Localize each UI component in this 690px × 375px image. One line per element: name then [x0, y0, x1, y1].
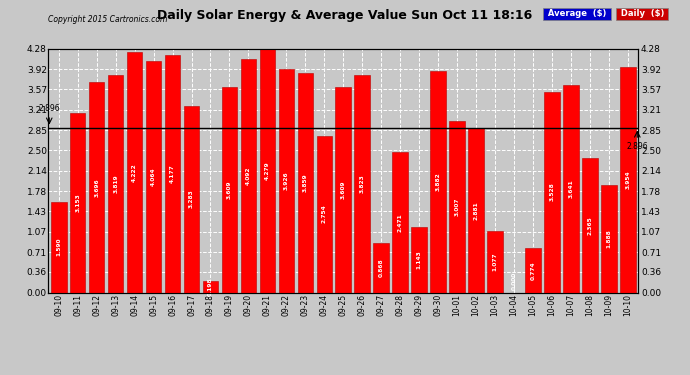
Bar	[469, 128, 484, 292]
Bar	[393, 152, 408, 292]
Text: 4.222: 4.222	[132, 163, 137, 182]
Text: 4.064: 4.064	[151, 168, 156, 186]
Text: 0.868: 0.868	[379, 258, 384, 277]
Bar	[259, 49, 275, 292]
Text: 3.823: 3.823	[359, 174, 365, 193]
Text: 3.819: 3.819	[113, 174, 118, 193]
Text: 3.283: 3.283	[189, 190, 194, 209]
Text: 3.609: 3.609	[341, 180, 346, 199]
Text: 4.279: 4.279	[265, 161, 270, 180]
Bar	[127, 52, 142, 292]
Text: Average  ($): Average ($)	[545, 9, 609, 18]
Bar	[146, 61, 161, 292]
Bar	[165, 55, 180, 292]
Text: 1.143: 1.143	[417, 251, 422, 269]
Text: 2.881: 2.881	[473, 201, 479, 220]
Bar	[487, 231, 503, 292]
Text: 1.888: 1.888	[607, 230, 611, 248]
Text: 3.007: 3.007	[455, 198, 460, 216]
Bar	[544, 92, 560, 292]
Bar	[70, 113, 86, 292]
Text: 3.859: 3.859	[303, 173, 308, 192]
Text: 3.528: 3.528	[549, 183, 555, 201]
Bar	[582, 158, 598, 292]
Bar	[620, 68, 635, 292]
Bar	[51, 202, 66, 292]
Bar	[431, 71, 446, 292]
Text: 3.696: 3.696	[94, 178, 99, 197]
Text: Daily Solar Energy & Average Value Sun Oct 11 18:16: Daily Solar Energy & Average Value Sun O…	[157, 9, 533, 22]
Bar	[184, 105, 199, 292]
Bar	[279, 69, 294, 292]
Text: 3.641: 3.641	[569, 180, 573, 198]
Bar	[241, 60, 256, 292]
Text: 2.471: 2.471	[397, 213, 403, 231]
Text: 0.198: 0.198	[208, 278, 213, 296]
Text: 0.000: 0.000	[511, 272, 517, 290]
Bar	[335, 87, 351, 292]
Text: 0.774: 0.774	[531, 261, 535, 280]
Text: Daily  ($): Daily ($)	[618, 9, 667, 18]
Bar	[355, 75, 370, 292]
Text: 3.926: 3.926	[284, 171, 289, 190]
Bar	[373, 243, 389, 292]
Bar	[525, 248, 541, 292]
Text: Copyright 2015 Cartronics.com: Copyright 2015 Cartronics.com	[48, 15, 168, 24]
Text: 2.896: 2.896	[39, 104, 60, 113]
Bar	[221, 87, 237, 292]
Text: 4.177: 4.177	[170, 164, 175, 183]
Bar	[411, 227, 427, 292]
Text: 3.882: 3.882	[435, 172, 441, 191]
Bar	[89, 82, 104, 292]
Text: 2.754: 2.754	[322, 205, 327, 224]
Text: 3.609: 3.609	[227, 180, 232, 199]
Bar	[297, 73, 313, 292]
Text: 3.153: 3.153	[75, 194, 80, 212]
Bar	[601, 185, 617, 292]
Text: 4.092: 4.092	[246, 167, 251, 185]
Bar	[108, 75, 124, 292]
Bar	[563, 85, 579, 292]
Bar	[317, 136, 332, 292]
Text: 3.954: 3.954	[625, 171, 631, 189]
Text: 1.077: 1.077	[493, 252, 497, 271]
Bar	[449, 121, 465, 292]
Bar	[203, 281, 218, 292]
Text: 2.896: 2.896	[627, 142, 648, 151]
Text: 1.590: 1.590	[56, 238, 61, 256]
Text: 2.365: 2.365	[587, 216, 593, 234]
